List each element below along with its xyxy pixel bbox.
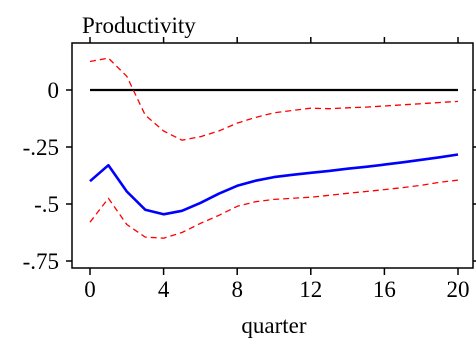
- lower-band-line: [89, 179, 459, 239]
- plot-area: 0 4 8 12 16 20 0 -.25 -.5 -.75: [23, 37, 476, 302]
- x-tick-label: 4: [158, 277, 170, 302]
- y-tick-label: -.75: [23, 249, 59, 274]
- chart-title: Productivity: [82, 13, 196, 38]
- x-tick-label: 20: [447, 277, 470, 302]
- x-axis-label: quarter: [241, 313, 306, 338]
- x-tick-label: 0: [84, 277, 96, 302]
- y-tick-label: -.25: [23, 135, 59, 160]
- y-tick-label: 0: [48, 78, 60, 103]
- x-tick-label: 16: [373, 277, 396, 302]
- plot-frame: [71, 42, 474, 269]
- x-tick-label: 12: [299, 277, 322, 302]
- y-tick-label: -.5: [34, 192, 59, 217]
- upper-band-line: [89, 57, 459, 141]
- estimate-line: [89, 153, 459, 216]
- x-tick-label: 8: [231, 277, 243, 302]
